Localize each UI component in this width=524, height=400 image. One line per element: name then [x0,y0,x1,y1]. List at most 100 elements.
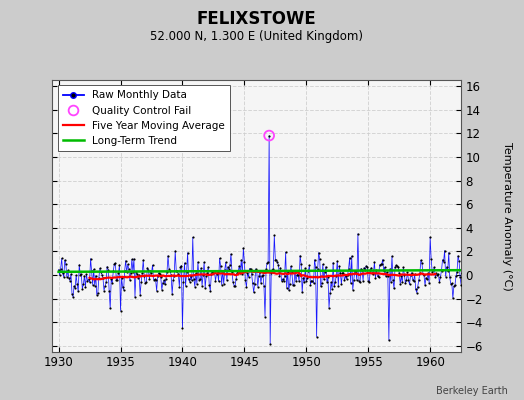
Point [188,277,196,284]
Point [66,277,74,284]
Point [373,273,381,279]
Point [216,263,225,270]
Point [344,265,353,272]
Point [82,271,91,278]
Point [396,280,405,287]
Point [167,272,176,278]
Point [134,274,142,281]
Point [411,286,420,292]
Point [59,270,67,276]
Point [137,279,145,285]
Point [222,259,230,266]
Point [423,276,431,282]
Point [202,273,210,280]
Point [314,249,323,256]
Point [351,267,359,274]
Point [321,269,329,275]
Point [96,265,104,272]
Point [62,260,70,267]
Point [118,284,127,290]
Point [290,282,298,288]
Point [262,266,270,273]
Point [311,264,320,270]
Point [174,271,182,278]
Point [356,279,364,286]
Point [402,277,411,284]
Point [381,273,390,280]
Point [391,264,399,270]
Point [217,282,226,288]
Point [313,266,322,272]
Point [328,286,336,292]
Point [419,270,427,277]
Point [300,279,309,286]
Point [440,258,448,265]
Point [90,266,98,272]
Point [370,259,379,265]
Point [161,281,169,288]
Point [384,272,392,279]
Point [162,276,170,282]
Point [458,270,466,276]
Point [287,263,295,270]
Point [95,274,103,281]
Point [150,276,159,283]
Point [444,249,453,256]
Point [400,272,409,278]
Point [426,234,434,240]
Point [110,261,118,267]
Point [442,264,451,270]
Point [163,269,171,275]
Point [205,282,213,288]
Point [249,289,258,295]
Point [180,260,189,266]
Point [308,278,316,284]
Point [452,273,460,280]
Point [298,289,307,296]
Point [285,287,293,293]
Point [457,281,465,288]
Point [431,274,440,280]
Point [56,272,64,278]
Point [245,265,254,272]
Point [428,269,436,276]
Point [353,277,361,284]
Point [387,278,395,285]
Point [253,268,261,275]
Point [179,278,188,285]
Point [106,305,114,312]
Point [196,276,204,283]
Point [98,272,106,279]
Point [103,263,111,270]
Point [390,285,398,292]
Point [429,267,438,274]
Point [223,277,231,283]
Point [238,271,246,277]
Point [240,259,248,265]
Point [297,261,305,267]
Point [248,280,257,286]
Point [435,279,444,286]
Point [416,270,424,276]
Point [347,253,356,259]
Point [324,274,332,281]
Point [123,269,131,276]
Point [89,281,97,288]
Point [214,278,223,285]
Point [75,262,83,268]
Point [420,272,428,278]
Point [239,245,247,251]
Point [461,256,470,263]
Point [111,260,119,266]
Point [364,278,373,284]
Point [171,248,179,254]
Point [380,264,389,270]
Point [54,266,63,273]
Point [83,278,92,284]
Point [227,251,235,257]
Point [60,274,68,280]
Point [403,269,412,276]
Point [241,277,249,284]
Point [234,268,243,275]
Point [281,249,290,256]
